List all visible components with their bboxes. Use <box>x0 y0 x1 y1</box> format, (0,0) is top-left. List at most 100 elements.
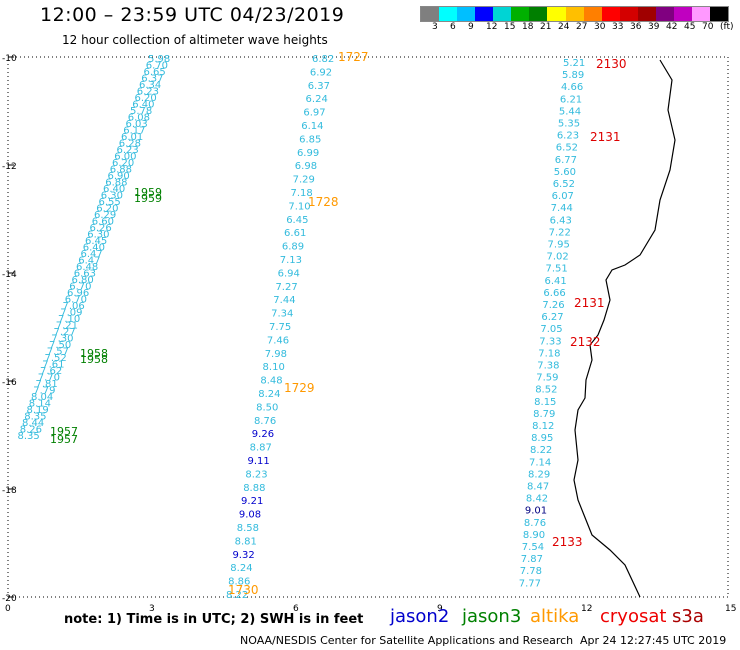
track3-value: 6.77 <box>555 155 577 166</box>
track1-value: 6.03 <box>126 119 148 130</box>
footer-credit: NOAA/NESDIS Center for Satellite Applica… <box>240 634 574 647</box>
track3-value: 7.38 <box>537 361 559 372</box>
track1-value: 8.44 <box>22 418 44 429</box>
track3-value: 7.59 <box>536 373 558 384</box>
track1-time: 1957 <box>50 433 78 446</box>
track2-value: 6.82 <box>312 54 334 65</box>
legend-swatch <box>493 7 512 21</box>
track3-value: 8.29 <box>528 469 550 480</box>
legend-label: (ft) <box>720 22 734 32</box>
track1-value: 6.23 <box>137 87 159 98</box>
track1-value: 6.34 <box>139 80 161 91</box>
track2-value: 9.21 <box>241 496 263 507</box>
track2-value: 8.81 <box>235 536 257 547</box>
x-tick-label: 3 <box>149 604 155 614</box>
track1-value: 6.63 <box>74 269 96 280</box>
chart-subtitle: 12 hour collection of altimeter wave hei… <box>62 33 328 47</box>
y-tick-label: -14 <box>2 270 17 280</box>
x-tick-label: 6 <box>293 604 299 614</box>
track2-value: 8.10 <box>263 362 285 373</box>
track1-value: 6.30 <box>87 230 109 241</box>
legend-label: 9 <box>468 22 474 32</box>
track3-time: 2131 <box>574 296 605 310</box>
legend-swatch <box>475 7 494 21</box>
legend-swatch <box>619 7 638 21</box>
track3-value: 5.60 <box>554 167 576 178</box>
legend-swatch <box>601 7 620 21</box>
legend-swatch <box>583 7 602 21</box>
track3-value: 6.21 <box>560 94 582 105</box>
track3-value: 7.14 <box>529 457 551 468</box>
track1-time: 1958 <box>80 353 108 366</box>
color-legend-labels: 3 6 9 12 15 18 21 24 27 30 33 36 39 42 45 70 (ft) <box>420 22 740 34</box>
legend-label: 24 <box>558 22 570 32</box>
track3-value: 8.12 <box>532 421 554 432</box>
track1-value: 6.20 <box>112 158 134 169</box>
track3-value: 7.51 <box>545 264 567 275</box>
legend-label: 15 <box>504 22 516 32</box>
track2-value: 7.13 <box>280 255 302 266</box>
track1-value: 7.30 <box>51 334 73 345</box>
track2-time: 1727 <box>338 50 369 64</box>
track3-value: 8.95 <box>531 433 553 444</box>
legend-swatch <box>710 7 729 21</box>
track2-value: 7.10 <box>288 201 310 212</box>
x-tick-label: 9 <box>437 604 443 614</box>
legend-label: 6 <box>450 22 456 32</box>
track1-value: 6.88 <box>110 165 132 176</box>
legend-swatch <box>655 7 674 21</box>
plot-frame <box>7 56 729 598</box>
track1-time: 1959 <box>134 186 162 199</box>
track1-value: 6.40 <box>103 184 125 195</box>
legend-label: 27 <box>576 22 588 32</box>
track1-time: 1958 <box>80 347 108 360</box>
track1-value: 8.14 <box>29 399 51 410</box>
legend-label: 30 <box>594 22 606 32</box>
track1-value: 6.60 <box>92 217 114 228</box>
track3-value: 6.66 <box>543 288 565 299</box>
track2-value: 7.27 <box>275 282 297 293</box>
track3-value: 9.01 <box>525 506 547 517</box>
track2-value: 6.85 <box>299 134 321 145</box>
track3-value: 6.43 <box>550 215 572 226</box>
track1-value: 8.35 <box>18 431 40 442</box>
track3-value: 7.33 <box>539 336 561 347</box>
track2-value: 9.11 <box>248 456 270 467</box>
track1-value: 8.04 <box>31 392 53 403</box>
track1-value: 6.65 <box>144 67 166 78</box>
track2-value: 6.14 <box>301 121 323 132</box>
legend-swatch <box>439 7 458 21</box>
track2-value: 7.34 <box>271 309 293 320</box>
track1-value: 8.35 <box>24 412 46 423</box>
legend-label: 39 <box>648 22 660 32</box>
legend-label: 33 <box>612 22 624 32</box>
track1-value: 6.20 <box>96 204 118 215</box>
track1-value: 6.88 <box>105 178 127 189</box>
track3-value: 7.05 <box>540 324 562 335</box>
track2-value: 8.24 <box>230 563 252 574</box>
track3-value: 8.79 <box>533 409 555 420</box>
track2-value: 7.29 <box>293 175 315 186</box>
track3-value: 7.44 <box>551 203 573 214</box>
y-tick-label: -10 <box>2 54 17 64</box>
track3-value: 7.87 <box>521 554 543 565</box>
track2-value: 6.45 <box>286 215 308 226</box>
track2-value: 8.58 <box>237 523 259 534</box>
track1-value: 6.47 <box>78 256 100 267</box>
track2-value: 6.97 <box>303 108 325 119</box>
track1-value: 6.70 <box>146 61 168 72</box>
legend-label: 45 <box>684 22 696 32</box>
track1-value: 7.79 <box>33 386 55 397</box>
track1-value: 7.06 <box>63 301 85 312</box>
track3-value: 6.41 <box>544 276 566 287</box>
legend-swatch <box>529 7 548 21</box>
x-tick-label: 12 <box>581 604 592 614</box>
track2-value: 8.23 <box>245 469 267 480</box>
chart-title: 12:00 – 23:59 UTC 04/23/2019 <box>40 4 345 26</box>
legend-label: 18 <box>522 22 534 32</box>
y-tick-label: -20 <box>2 594 17 604</box>
track1-value: 5.78 <box>130 106 152 117</box>
track1-value: 6.45 <box>85 236 107 247</box>
